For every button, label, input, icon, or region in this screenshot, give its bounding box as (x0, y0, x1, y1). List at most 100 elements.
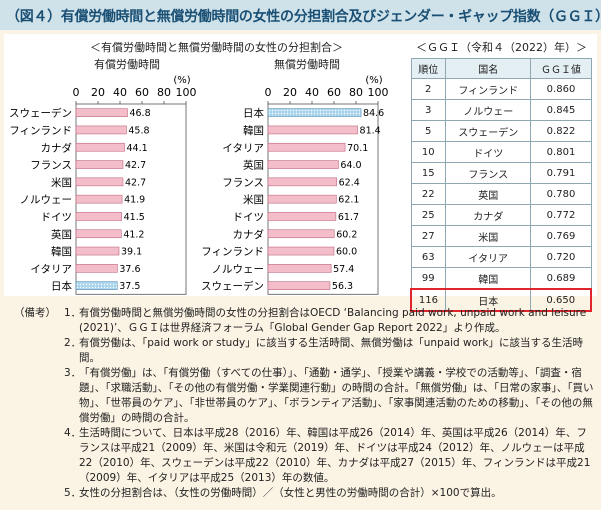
table-row: 25 カナダ 0.772 (410, 204, 592, 226)
unpaid-data-label: 64.0 (340, 160, 361, 171)
table-row: 15 フランス 0.791 (410, 162, 592, 184)
paid-bar (75, 108, 128, 117)
paid-data-label: 41.9 (124, 195, 145, 206)
note-item: （備考） 1． 有償労働時間と無償労働時間の女性の分担割合はOECD ‘Bala… (14, 306, 594, 336)
paid-category-label: 英国 (51, 228, 72, 241)
unpaid-category-label: ドイツ (233, 211, 265, 223)
paid-tick-label: 20 (91, 86, 105, 99)
ggi-country: ドイツ (444, 141, 532, 163)
note-number: 1． (64, 307, 82, 319)
unpaid-category-label: 日本 (243, 107, 264, 120)
ggi-rank: 25 (410, 204, 446, 226)
paid-tick-label: 60 (135, 86, 149, 99)
ggi-value: 0.822 (530, 120, 592, 142)
paid-tick-label: 100 (176, 86, 197, 99)
paid-data-label: 45.8 (128, 125, 149, 136)
paid-bar (75, 177, 124, 187)
ggi-country: スウェーデン (444, 120, 532, 142)
ggi-rank: 3 (410, 99, 446, 121)
paid-work-chart: 0 20 40 60 80 100(%) スウェーデン 46.8 フィンランド 45.8 カナダ 44… (9, 75, 197, 295)
unpaid-category-label: カナダ (233, 228, 265, 241)
unpaid-bar (267, 125, 358, 135)
ggi-header-country: 国名 (444, 58, 532, 79)
ggi-rank: 116 (409, 288, 446, 312)
paid-bar (75, 229, 122, 239)
unpaid-bar (267, 264, 332, 273)
unpaid-tick-label: 80 (349, 86, 363, 99)
ggi-rank: 27 (410, 225, 446, 247)
paid-data-label: 41.2 (123, 229, 144, 240)
ggi-country: 韓国 (444, 267, 532, 290)
unpaid-category-label: 英国 (243, 159, 264, 172)
note-text: 生活時間について、日本は平成28（2016）年、韓国は平成26（2014）年、英… (79, 427, 591, 484)
paid-data-label: 37.5 (119, 281, 140, 292)
paid-category-label: フィンランド (9, 125, 72, 137)
chart-heading: ＜有償労働時間と無償労働時間の女性の分担割合＞ (90, 41, 343, 54)
unpaid-category-label: フランス (222, 177, 264, 189)
table-row: 3 ノルウェー 0.845 (410, 99, 592, 121)
unpaid-category-label: スウェーデン (201, 280, 264, 293)
note-item: 3． 「有償労働」は、「有償労働（すべての仕事）」、「通勤・通学」、「授業や講義… (14, 366, 594, 426)
unpaid-category-label: ノルウェー (212, 263, 265, 275)
ggi-value: 0.772 (530, 204, 592, 226)
paid-category-label: 韓国 (51, 246, 72, 258)
paid-data-label: 41.5 (124, 212, 145, 223)
ggi-rank: 5 (410, 120, 446, 142)
ggi-value: 0.845 (530, 99, 592, 121)
table-row: 27 米国 0.769 (410, 225, 592, 247)
ggi-rank: 99 (410, 267, 446, 290)
unpaid-category-label: フィンランド (201, 246, 264, 258)
table-row: 2 フィンランド 0.860 (410, 78, 592, 100)
note-text: 有償労働時間と無償労働時間の女性の分担割合はOECD ‘Balancing pa… (79, 307, 587, 334)
unpaid-tick-label: 0 (265, 86, 272, 99)
unpaid-unit-label: (%) (365, 75, 382, 86)
paid-category-label: スウェーデン (9, 107, 72, 120)
ggi-rank: 15 (410, 162, 446, 184)
ggi-table: 順位 国名 ＧＧＩ値 2 フィンランド 0.860 3 ノルウェー 0.845 5 スウェ… (409, 58, 593, 312)
ggi-country: フィンランド (444, 78, 532, 100)
unpaid-bar (267, 194, 337, 204)
ggi-value: 0.791 (530, 162, 592, 184)
notes-lead: （備考） (14, 307, 56, 319)
unpaid-data-label: 60.2 (336, 229, 357, 240)
unpaid-tick-label: 60 (327, 86, 341, 99)
ggi-value: 0.689 (530, 267, 592, 290)
unpaid-data-label: 57.4 (333, 264, 354, 275)
ggi-country: 英国 (444, 183, 532, 205)
note-number: 4． (64, 427, 82, 439)
note-text: 女性の分担割合は、（女性の労働時間）／（女性と男性の労働時間の合計）×100で算… (79, 487, 502, 499)
paid-data-label: 39.1 (121, 247, 142, 258)
ggi-rank: 63 (410, 246, 446, 268)
paid-bar (75, 194, 123, 204)
unpaid-data-label: 62.4 (339, 177, 360, 188)
paid-tick-label: 0 (73, 86, 80, 99)
paid-category-label: 米国 (51, 176, 72, 189)
unpaid-bar (267, 160, 339, 169)
unpaid-data-label: 81.4 (360, 125, 381, 136)
notes-section: （備考） 1． 有償労働時間と無償労働時間の女性の分担割合はOECD ‘Bala… (14, 306, 594, 501)
paid-category-label: ノルウェー (20, 194, 73, 206)
figure-title: （図４）有償労働時間と無償労働時間の女性の分担割合及びジェンダー・ギャップ指数（… (6, 9, 601, 25)
paid-bar (75, 160, 124, 169)
paid-category-label: イタリア (30, 263, 72, 275)
paid-bar (75, 246, 120, 256)
ggi-rank: 2 (410, 78, 446, 100)
paid-category-label: ドイツ (41, 211, 73, 223)
paid-bar (75, 264, 118, 273)
ggi-value: 0.860 (530, 78, 592, 100)
ggi-country: フランス (444, 162, 532, 184)
paid-category-label: カナダ (41, 141, 73, 154)
unpaid-tick-label: 100 (368, 86, 389, 99)
unpaid-data-label: 70.1 (347, 143, 368, 154)
paid-data-label: 44.1 (127, 143, 148, 154)
ggi-rank: 22 (410, 183, 446, 205)
ggi-value: 0.780 (530, 183, 592, 205)
paid-bar (75, 125, 127, 135)
unpaid-data-label: 62.1 (338, 195, 359, 206)
chart1-title: 有償労働時間 (94, 58, 160, 71)
ggi-value: 0.801 (530, 141, 592, 163)
ggi-value: 0.720 (530, 246, 592, 268)
title-bar: （図４）有償労働時間と無償労働時間の女性の分担割合及びジェンダー・ギャップ指数（… (0, 0, 601, 30)
unpaid-data-label: 61.7 (338, 212, 359, 223)
